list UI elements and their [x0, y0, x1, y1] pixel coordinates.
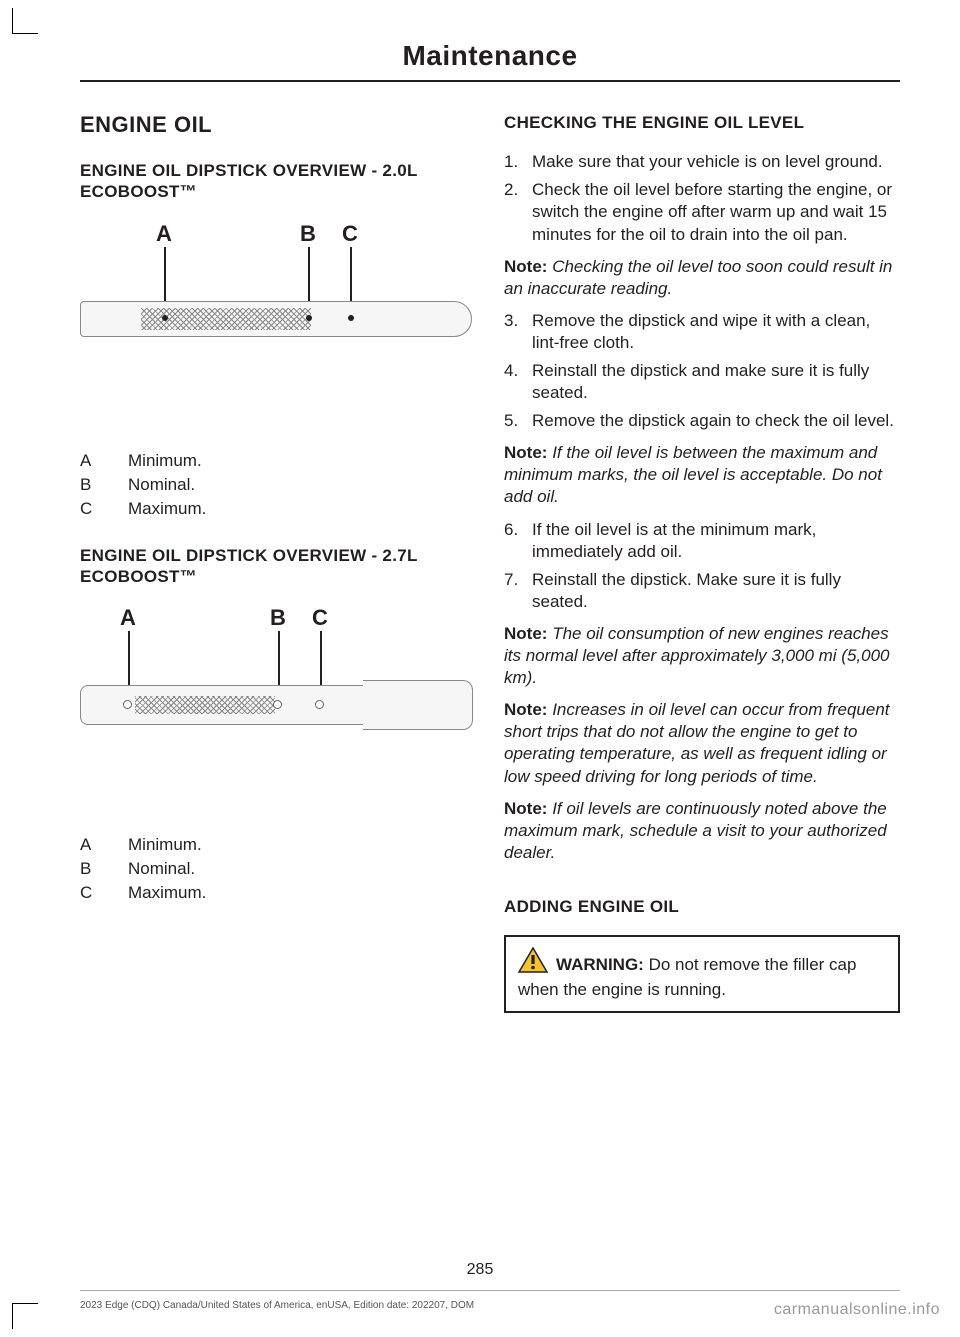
label-A: A — [156, 221, 172, 247]
subheading-dipstick-20l: ENGINE OIL DIPSTICK OVERVIEW - 2.0L ECOB… — [80, 160, 476, 203]
dipstick-figure-27l: A B C — [80, 605, 476, 825]
list-item: 4.Reinstall the dipstick and make sure i… — [504, 360, 900, 404]
legend-row: C Maximum. — [80, 883, 476, 903]
page-number: 285 — [0, 1261, 960, 1279]
right-column: CHECKING THE ENGINE OIL LEVEL 1.Make sur… — [504, 112, 900, 1013]
steps-list: 1.Make sure that your vehicle is on leve… — [504, 151, 900, 245]
label-C: C — [312, 605, 328, 631]
page-header: Maintenance — [80, 40, 900, 82]
steps-list: 6.If the oil level is at the minimum mar… — [504, 519, 900, 613]
dipstick-body — [80, 301, 472, 337]
list-item: 7.Reinstall the dipstick. Make sure it i… — [504, 569, 900, 613]
legend-20l: A Minimum. B Nominal. C Maximum. — [80, 451, 476, 519]
list-item: 6.If the oil level is at the minimum mar… — [504, 519, 900, 563]
subheading-adding-oil: ADDING ENGINE OIL — [504, 896, 900, 917]
legend-row: B Nominal. — [80, 859, 476, 879]
dipstick-figure-20l: A B C — [80, 221, 476, 441]
legend-row: B Nominal. — [80, 475, 476, 495]
list-item: 2.Check the oil level before starting th… — [504, 179, 900, 245]
note: Note: The oil consumption of new engines… — [504, 623, 900, 689]
crop-mark-tl — [12, 8, 38, 34]
footer-text: 2023 Edge (CDQ) Canada/United States of … — [80, 1300, 474, 1311]
legend-row: A Minimum. — [80, 835, 476, 855]
section-heading-engine-oil: ENGINE OIL — [80, 112, 476, 138]
footer-divider — [80, 1290, 900, 1291]
label-B: B — [300, 221, 316, 247]
dipstick-body — [80, 685, 472, 725]
watermark: carmanualsonline.info — [774, 1301, 940, 1319]
note: Note: If oil levels are continuously not… — [504, 798, 900, 864]
label-A: A — [120, 605, 136, 631]
legend-27l: A Minimum. B Nominal. C Maximum. — [80, 835, 476, 903]
warning-triangle-icon — [518, 947, 548, 979]
legend-row: C Maximum. — [80, 499, 476, 519]
steps-list: 3.Remove the dipstick and wipe it with a… — [504, 310, 900, 432]
header-title: Maintenance — [80, 40, 900, 72]
subheading-dipstick-27l: ENGINE OIL DIPSTICK OVERVIEW - 2.7L ECOB… — [80, 545, 476, 588]
list-item: 3.Remove the dipstick and wipe it with a… — [504, 310, 900, 354]
left-column: ENGINE OIL ENGINE OIL DIPSTICK OVERVIEW … — [80, 112, 476, 1013]
list-item: 1.Make sure that your vehicle is on leve… — [504, 151, 900, 173]
warning-box: WARNING: Do not remove the filler cap wh… — [504, 935, 900, 1013]
label-C: C — [342, 221, 358, 247]
legend-row: A Minimum. — [80, 451, 476, 471]
label-B: B — [270, 605, 286, 631]
list-item: 5.Remove the dipstick again to check the… — [504, 410, 900, 432]
subheading-checking-oil: CHECKING THE ENGINE OIL LEVEL — [504, 112, 900, 133]
crop-mark-bl — [12, 1303, 38, 1329]
note: Note: Checking the oil level too soon co… — [504, 256, 900, 300]
note: Note: Increases in oil level can occur f… — [504, 699, 900, 787]
note: Note: If the oil level is between the ma… — [504, 442, 900, 508]
